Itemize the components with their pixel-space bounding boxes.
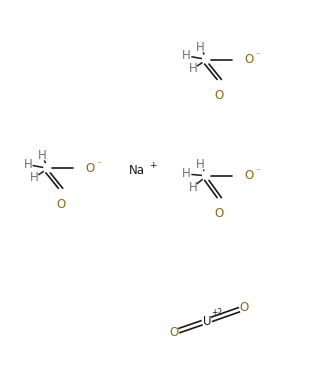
Text: +: + bbox=[149, 161, 157, 170]
Text: O: O bbox=[244, 53, 253, 66]
Text: ⁻: ⁻ bbox=[255, 51, 260, 60]
Text: H: H bbox=[196, 41, 205, 54]
Text: H: H bbox=[30, 171, 38, 184]
Text: +2: +2 bbox=[211, 308, 222, 317]
Text: O: O bbox=[244, 169, 253, 182]
Text: O: O bbox=[215, 89, 224, 102]
Text: O: O bbox=[56, 198, 65, 211]
Text: H: H bbox=[196, 158, 205, 171]
Text: O: O bbox=[215, 207, 224, 220]
Text: H: H bbox=[37, 149, 46, 162]
Text: H: H bbox=[24, 158, 32, 171]
Text: ⁻: ⁻ bbox=[255, 167, 260, 177]
Text: H: H bbox=[182, 167, 191, 180]
Text: H: H bbox=[188, 62, 197, 76]
Text: O: O bbox=[170, 326, 179, 339]
Text: ⁻: ⁻ bbox=[97, 160, 101, 169]
Text: U: U bbox=[203, 314, 211, 328]
Text: O: O bbox=[85, 162, 95, 175]
Text: Na: Na bbox=[129, 164, 145, 178]
Text: H: H bbox=[182, 49, 191, 62]
Text: O: O bbox=[240, 301, 249, 314]
Text: H: H bbox=[188, 181, 197, 194]
